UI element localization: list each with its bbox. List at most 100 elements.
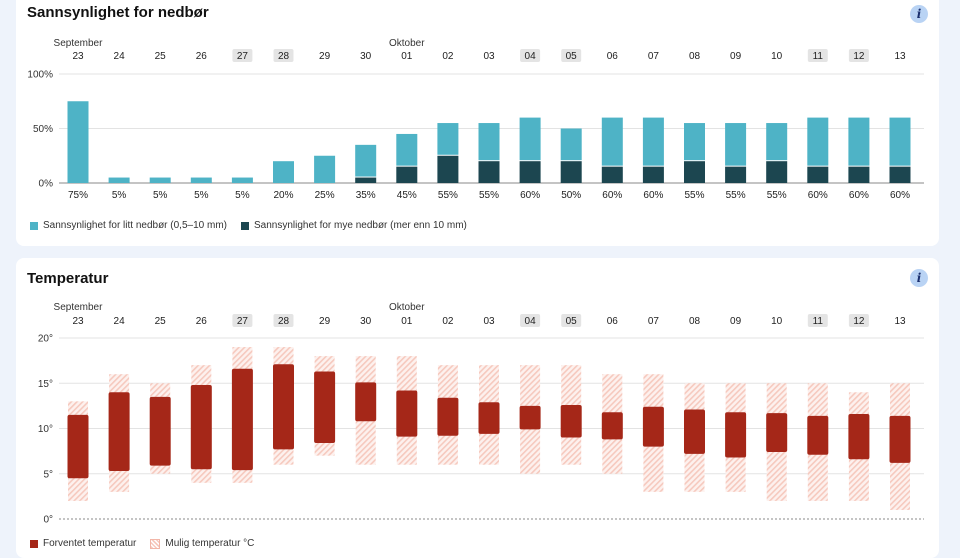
precipitation-info-button[interactable]: i: [910, 5, 928, 23]
day-label: 09: [730, 51, 742, 62]
expected-temperature-range: [273, 364, 294, 450]
day-label: 13: [894, 51, 906, 62]
legend-heavy-label: Sannsynlighet for mye nedbør (mer enn 10…: [253, 220, 467, 231]
possible-temperature-swatch: [150, 538, 161, 549]
temperature-info-button[interactable]: i: [910, 269, 928, 287]
light-rain-bar: [273, 161, 294, 183]
day-label: 06: [607, 51, 619, 62]
day-label: 27: [237, 51, 249, 62]
day-label: 01: [401, 316, 413, 327]
heavy-rain-bar: [807, 166, 829, 183]
day-label: 23: [72, 51, 84, 62]
light-rain-bar: [437, 123, 459, 155]
data-label: 5%: [194, 190, 209, 201]
day-label: 24: [114, 51, 126, 62]
data-label: 60%: [849, 190, 869, 201]
light-rain-bar: [848, 117, 870, 166]
weekend-day-highlight: [273, 314, 294, 327]
heavy-rain-bar: [889, 166, 911, 183]
expected-temperature-range: [684, 409, 705, 454]
legend-item-possible: Mulig temperatur °C: [150, 538, 254, 549]
light-rain-bar: [396, 133, 418, 166]
data-label: 60%: [890, 190, 910, 201]
heavy-rain-bar: [396, 166, 418, 183]
heavy-rain-swatch: [240, 221, 249, 230]
light-rain-bar: [67, 101, 89, 183]
expected-temperature-range: [848, 414, 870, 460]
y-tick-label: 0°: [43, 515, 53, 526]
temperature-title: Temperatur: [27, 270, 109, 287]
heavy-rain-bar: [642, 166, 664, 183]
precipitation-legend: Sannsynlighet for litt nedbør (0,5–10 mm…: [30, 220, 467, 231]
day-label: 08: [689, 316, 701, 327]
day-label: 10: [771, 51, 783, 62]
weekend-day-highlight: [561, 314, 582, 327]
day-label: 03: [483, 51, 495, 62]
day-label: 04: [525, 51, 537, 62]
expected-temperature-range: [396, 390, 418, 437]
light-rain-bar: [601, 117, 623, 166]
legend-item-light-rain: Sannsynlighet for litt nedbør (0,5–10 mm…: [30, 220, 227, 231]
temperature-chart: September Oktober 23 24 25 26 27 28 29 30 01 02 03 04…: [38, 302, 924, 526]
light-rain-bar: [355, 144, 377, 177]
legend-possible-label: Mulig temperatur °C: [165, 538, 255, 549]
day-label: 26: [196, 51, 208, 62]
light-rain-swatch: [30, 221, 38, 230]
weekend-day-highlight: [561, 49, 582, 62]
y-tick-label: 10°: [38, 424, 53, 435]
expected-temperature-range: [314, 371, 336, 443]
y-tick-label: 5°: [43, 469, 53, 480]
weekend-day-highlight: [273, 49, 294, 62]
weekend-day-highlight: [232, 314, 253, 327]
weekend-day-highlight: [232, 49, 253, 62]
day-label: 28: [278, 316, 290, 327]
temperature-legend: Forventet temperatur Mulig temperatur °C: [30, 538, 254, 549]
data-label: 60%: [520, 190, 540, 201]
day-label: 30: [360, 316, 372, 327]
light-rain-bar: [560, 128, 582, 161]
day-label: 28: [278, 51, 290, 62]
month-label: Oktober: [389, 302, 425, 313]
data-label: 55%: [726, 190, 746, 201]
weekend-day-highlight: [807, 49, 828, 62]
precipitation-card: Sannsynlighet for nedbør i September Okto…: [16, 0, 939, 246]
light-rain-bar: [766, 123, 788, 161]
data-label: 60%: [808, 190, 828, 201]
day-label: 06: [607, 316, 619, 327]
y-tick-label: 20°: [38, 334, 53, 345]
expected-temperature-range: [601, 412, 623, 440]
day-label: 05: [566, 51, 578, 62]
data-label: 60%: [643, 190, 663, 201]
heavy-rain-bar: [519, 161, 541, 183]
day-label: 12: [853, 316, 865, 327]
day-label: 01: [401, 51, 413, 62]
y-tick-label: 100%: [27, 70, 53, 81]
heavy-rain-bar: [725, 166, 747, 183]
temperature-card: Temperatur i September Oktober 23 24 25 26 27 2…: [16, 258, 939, 558]
expected-temperature-swatch: [30, 539, 38, 548]
y-tick-label: 0%: [39, 179, 54, 190]
expected-temperature-range: [355, 382, 377, 422]
day-label: 11: [813, 51, 824, 62]
light-rain-bar: [231, 177, 253, 183]
data-label: 5%: [153, 190, 168, 201]
legend-expected-label: Forventet temperatur: [43, 538, 137, 549]
day-label: 26: [196, 316, 208, 327]
heavy-rain-bar: [560, 161, 582, 183]
expected-temperature-range: [889, 415, 911, 463]
data-label: 5%: [112, 190, 127, 201]
month-label: September: [54, 302, 104, 313]
day-label: 09: [730, 316, 742, 327]
data-label: 50%: [561, 190, 581, 201]
weekend-day-highlight: [807, 314, 828, 327]
month-label: September: [54, 38, 104, 49]
day-label: 29: [319, 316, 331, 327]
light-rain-bar: [642, 117, 664, 166]
legend-item-heavy-rain: Sannsynlighet for mye nedbør (mer enn 10…: [240, 220, 467, 231]
weekend-day-highlight: [848, 314, 869, 327]
day-label: 07: [648, 316, 660, 327]
expected-temperature-range: [519, 405, 541, 430]
light-rain-bar: [725, 123, 747, 166]
data-label: 55%: [479, 190, 499, 201]
weekend-day-highlight: [848, 49, 869, 62]
